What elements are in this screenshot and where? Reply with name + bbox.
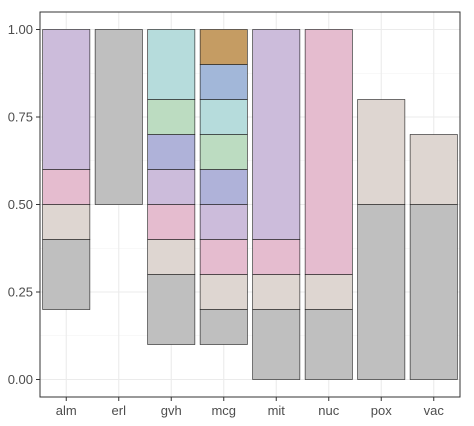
x-tick-label-alm: alm [56, 403, 77, 418]
bar-segment-alm [42, 29, 91, 170]
bar-segment-mcg [199, 204, 248, 240]
bar-segment-gvh [147, 239, 196, 275]
bar-segment-gvh [147, 169, 196, 205]
y-tick-label: 0.75 [8, 110, 33, 125]
bar-segment-mcg [199, 239, 248, 275]
bar-segment-gvh [147, 274, 196, 345]
bar-segment-mcg [199, 134, 248, 170]
bar-segment-nuc [304, 29, 353, 275]
bar-segment-vac [409, 134, 458, 205]
x-tick-label-mit: mit [268, 403, 286, 418]
y-tick-label: 0.00 [8, 372, 33, 387]
bar-segment-alm [42, 169, 91, 205]
bar-segment-mcg [199, 309, 248, 345]
x-tick-label-erl: erl [112, 403, 127, 418]
panel-border [39, 11, 461, 398]
bar-segment-mcg [199, 274, 248, 310]
bar-segment-mcg [199, 169, 248, 205]
y-tick-label: 1.00 [8, 22, 33, 37]
bar-segments [42, 29, 458, 380]
bar-segment-erl [94, 29, 143, 205]
bar-segment-mcg [199, 99, 248, 135]
bar-segment-pox [357, 99, 406, 205]
x-tick-label-vac: vac [424, 403, 445, 418]
x-tick-label-gvh: gvh [161, 403, 182, 418]
bar-segment-mcg [199, 64, 248, 100]
y-axis: 0.00 0.25 0.50 0.75 1.00 [8, 22, 40, 387]
bar-segment-gvh [147, 134, 196, 170]
bar-segment-alm [42, 204, 91, 240]
x-axis: alm erl gvh mcg mit nuc pox vac [56, 397, 445, 418]
bar-segment-mit [252, 274, 301, 310]
x-tick-label-mcg: mcg [211, 403, 236, 418]
bar-segment-nuc [304, 274, 353, 310]
x-tick-label-pox: pox [371, 403, 392, 418]
bar-segment-nuc [304, 309, 353, 380]
bar-segment-pox [357, 204, 406, 380]
bar-segment-mit [252, 309, 301, 380]
y-tick-label: 0.25 [8, 285, 33, 300]
bar-segment-mcg [199, 29, 248, 65]
x-tick-label-nuc: nuc [318, 403, 339, 418]
bar-segment-alm [42, 239, 91, 310]
bar-segment-mit [252, 29, 301, 240]
bar-segment-vac [409, 204, 458, 380]
bar-segment-gvh [147, 204, 196, 240]
bar-segment-mit [252, 239, 301, 275]
bar-segment-gvh [147, 29, 196, 100]
y-tick-label: 0.50 [8, 197, 33, 212]
bar-segment-gvh [147, 99, 196, 135]
